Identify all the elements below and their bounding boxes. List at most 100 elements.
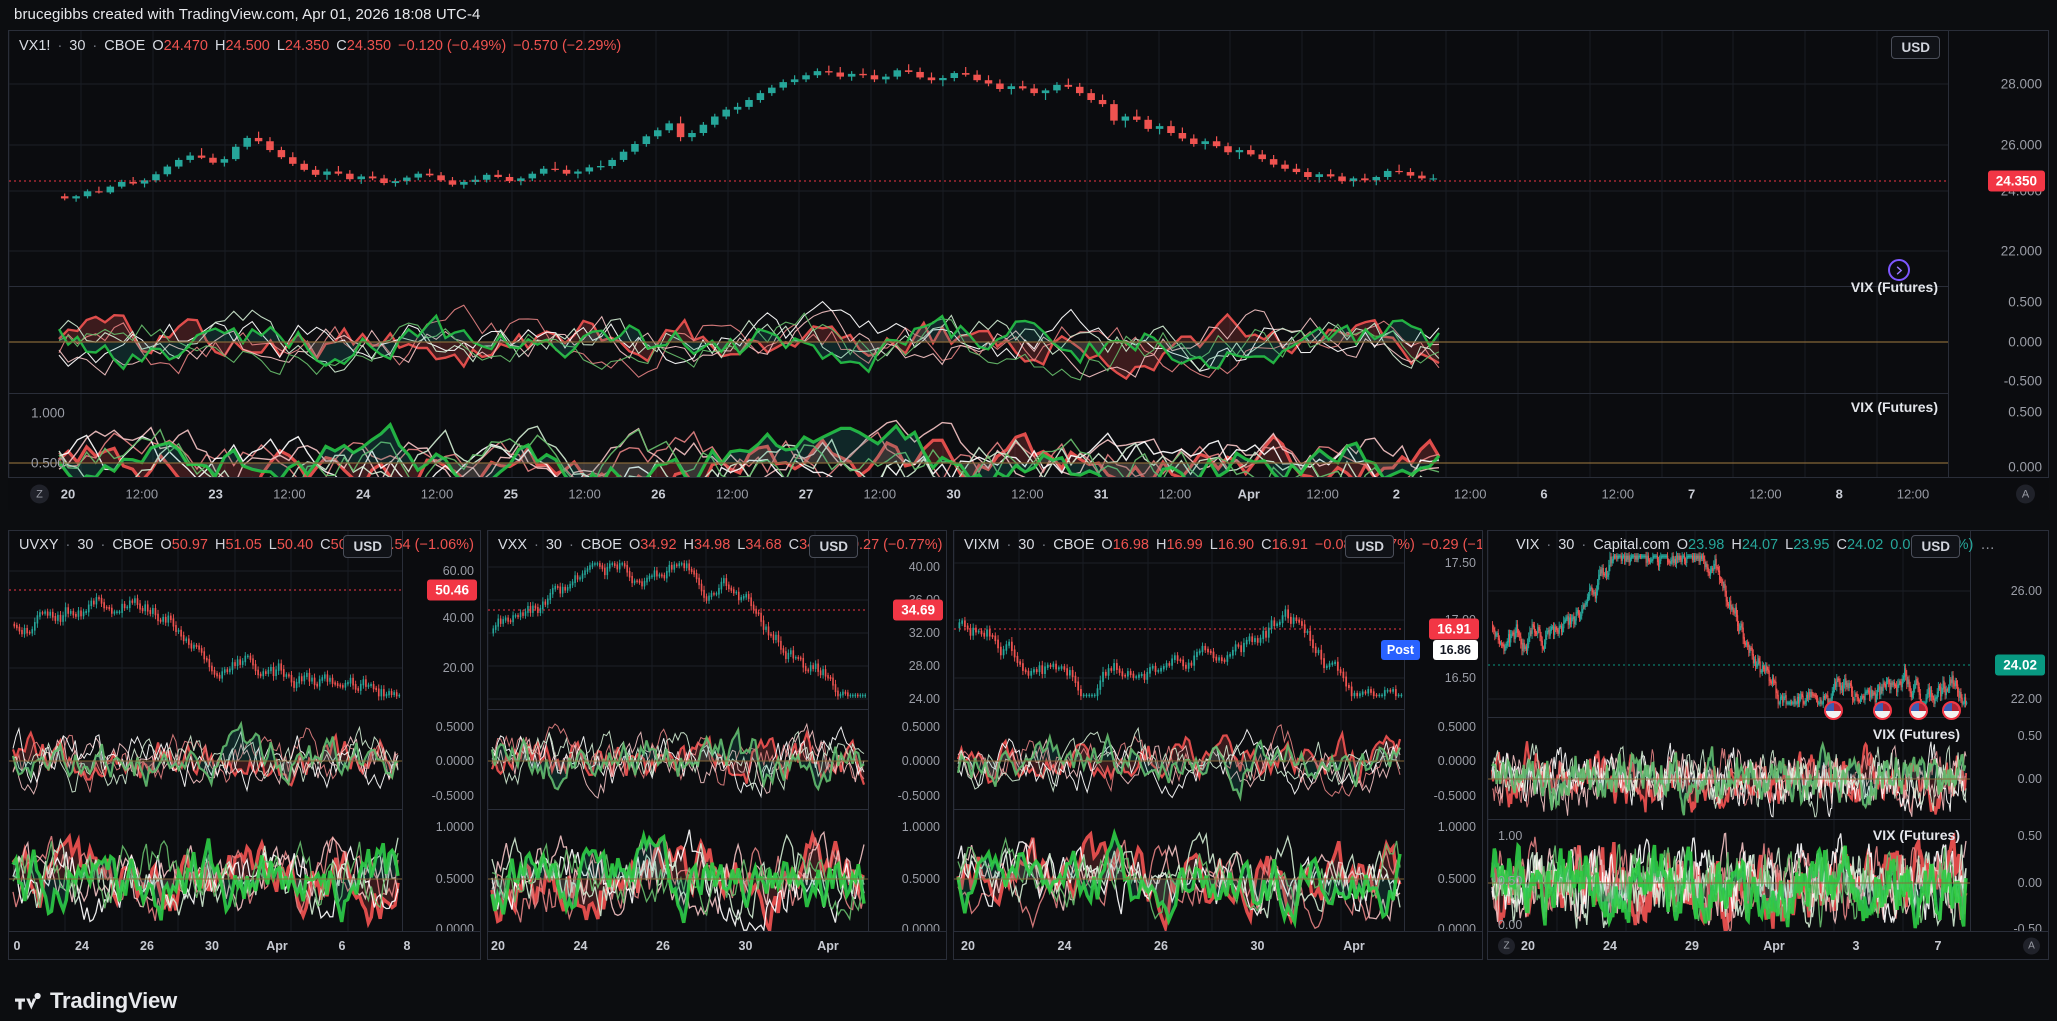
auto-scale-button[interactable]: A xyxy=(2016,484,2035,504)
tradingview-logo-icon[interactable] xyxy=(14,988,41,1015)
uvxy-exchange: CBOE xyxy=(112,537,154,553)
main-chart-legend[interactable]: VX1! · 30 · CBOE O24.470 H24.500 L24.350… xyxy=(9,35,621,57)
legend-exchange: CBOE xyxy=(104,38,146,54)
vxx-dot-1: · xyxy=(534,537,539,553)
vix-time-scale[interactable]: Z A 20 24 29 Apr 3 7 xyxy=(1488,931,2048,959)
vix-time-tick-0: 20 xyxy=(1521,938,1535,953)
uvxy-osc1-2: -0.5000 xyxy=(431,789,474,803)
main-time-tick-18: 2 xyxy=(1392,486,1401,502)
legend-change-2: −0.570 (−2.29%) xyxy=(513,38,622,54)
vix-pane-sep-2[interactable] xyxy=(1488,819,2048,820)
vxx-time-scale[interactable]: 20 24 26 30 Apr xyxy=(488,931,946,959)
vixm-price-scale[interactable]: 17.50 17.00 16.50 16.91 Post 16.86 0.500… xyxy=(1380,531,1482,959)
vix-auto-scale-button[interactable]: A xyxy=(2023,937,2040,954)
vixm-time-scale[interactable]: 20 24 26 30 Apr xyxy=(954,931,1482,959)
vixm-low: L16.90 xyxy=(1209,537,1255,553)
currency-badge-main[interactable]: USD xyxy=(1891,36,1940,59)
vixm-symbol[interactable]: VIXM xyxy=(964,537,1000,553)
vixm-post-label[interactable]: Post xyxy=(1380,640,1420,660)
vxx-tick-2: 32.00 xyxy=(908,626,940,640)
vixm-legend[interactable]: VIXM · 30 · CBOE O16.98 H16.99 L16.90 C1… xyxy=(954,534,1482,556)
vixm-last-price-badge[interactable]: 16.91 xyxy=(1429,618,1479,640)
uvxy-symbol[interactable]: UVXY xyxy=(19,537,59,553)
osc2l-tick-1: 0.500 xyxy=(31,455,65,471)
vixm-pane-sep-1[interactable] xyxy=(954,709,1482,710)
chevron-right-circle-icon[interactable] xyxy=(1888,259,1910,281)
us-flag-marker-icon-4[interactable] xyxy=(1942,701,1961,720)
currency-badge-vix[interactable]: USD xyxy=(1911,535,1960,558)
vix-pane-sep-1[interactable] xyxy=(1488,717,2048,718)
vixm-pane-sep-2[interactable] xyxy=(954,809,1482,810)
vxx-dot-2: · xyxy=(569,537,574,553)
vxx-time-tick-0: 20 xyxy=(491,938,505,953)
us-flag-marker-icon-1[interactable] xyxy=(1824,701,1843,720)
vix-last-price-badge[interactable]: 24.02 xyxy=(1995,654,2045,676)
vix-legend[interactable]: VIX · 30 · Capital.com O23.98 H24.07 L23… xyxy=(1506,534,1996,556)
uvxy-time-scale[interactable]: 0 24 26 30 Apr 6 8 xyxy=(9,931,480,959)
vixm-chart-canvas[interactable] xyxy=(954,531,1406,959)
vix-timezone-button[interactable]: Z xyxy=(1498,937,1515,954)
uvxy-tick-1: 40.00 xyxy=(442,611,474,625)
main-time-tick-24: 8 xyxy=(1835,486,1843,502)
currency-badge-uvxy[interactable]: USD xyxy=(343,535,392,558)
main-time-tick-9: 12:00 xyxy=(715,486,749,502)
vixm-osc1-1: 0.0000 xyxy=(1437,754,1476,768)
uvxy-interval[interactable]: 30 xyxy=(77,537,94,553)
sub-panel-uvxy[interactable]: UVXY · 30 · CBOE O50.97 H51.05 L50.40 C5… xyxy=(8,530,481,960)
main-chart-canvas[interactable] xyxy=(9,31,1949,509)
vix-more[interactable]: … xyxy=(1980,537,1996,553)
sub-panel-vixm[interactable]: VIXM · 30 · CBOE O16.98 H16.99 L16.90 C1… xyxy=(953,530,1483,960)
legend-symbol[interactable]: VX1! xyxy=(19,38,51,54)
vixm-high: H16.99 xyxy=(1155,537,1203,553)
vxx-last-price-badge[interactable]: 34.69 xyxy=(893,599,943,621)
vixm-time-tick-2: 26 xyxy=(1154,938,1168,953)
vxx-price-scale[interactable]: 40.00 36.00 32.00 28.00 24.00 34.69 0.50… xyxy=(868,531,946,959)
legend-interval[interactable]: 30 xyxy=(69,38,86,54)
pane-separator-2[interactable] xyxy=(9,393,2048,394)
main-time-tick-12: 30 xyxy=(946,486,961,502)
uvxy-last-price-badge[interactable]: 50.46 xyxy=(427,579,477,601)
vix-interval[interactable]: 30 xyxy=(1558,537,1575,553)
vxx-legend[interactable]: VXX · 30 · CBOE O34.92 H34.98 L34.68 C34… xyxy=(488,534,946,556)
uvxy-osc2-1: 0.5000 xyxy=(435,872,474,886)
uvxy-chart-canvas[interactable] xyxy=(9,531,404,959)
vixm-time-tick-4: Apr xyxy=(1343,938,1365,953)
vix-chart-canvas[interactable] xyxy=(1488,531,1972,959)
pane-separator-1[interactable] xyxy=(9,286,2048,287)
vxx-chart-canvas[interactable] xyxy=(488,531,870,959)
main-time-tick-21: 12:00 xyxy=(1601,486,1635,502)
main-time-tick-13: 12:00 xyxy=(1011,486,1044,502)
uvxy-time-tick-1: 24 xyxy=(75,938,89,953)
vixm-dot-2: · xyxy=(1041,537,1047,553)
uvxy-pane-sep-2[interactable] xyxy=(9,809,480,810)
main-chart-panel[interactable]: VX1! · 30 · CBOE O24.470 H24.500 L24.350… xyxy=(8,30,2049,510)
main-time-tick-14: 31 xyxy=(1093,486,1109,502)
vixm-open: O16.98 xyxy=(1101,537,1149,553)
main-price-scale[interactable]: 28.000 26.000 24.000 22.000 24.350 0.500… xyxy=(1948,31,2048,509)
vix-pane-label-2: VIX (Futures) xyxy=(1872,827,1960,843)
sub-panel-vxx[interactable]: VXX · 30 · CBOE O34.92 H34.98 L34.68 C34… xyxy=(487,530,947,960)
vxx-osc1-0: 0.5000 xyxy=(901,720,940,734)
pane-label-osc-2: VIX (Futures) xyxy=(1850,399,1938,415)
sub-panel-vix[interactable]: VIX · 30 · Capital.com O23.98 H24.07 L23… xyxy=(1487,530,2049,960)
currency-badge-vixm[interactable]: USD xyxy=(1345,535,1394,558)
uvxy-price-scale[interactable]: 60.00 40.00 20.00 50.46 0.5000 0.0000 -0… xyxy=(402,531,480,959)
us-flag-marker-icon-2[interactable] xyxy=(1873,701,1892,720)
uvxy-pane-sep-1[interactable] xyxy=(9,709,480,710)
vxx-symbol[interactable]: VXX xyxy=(498,537,528,553)
uvxy-legend[interactable]: UVXY · 30 · CBOE O50.97 H51.05 L50.40 C5… xyxy=(9,534,480,556)
vixm-interval[interactable]: 30 xyxy=(1018,537,1035,553)
vixm-post-value[interactable]: 16.86 xyxy=(1432,640,1478,660)
main-time-scale[interactable]: Z A 20 12:00 23 12:00 24 12:00 25 12:00 26 12:00 2… xyxy=(8,477,2049,510)
vxx-interval[interactable]: 30 xyxy=(545,537,562,553)
us-flag-marker-icon-3[interactable] xyxy=(1909,701,1928,720)
currency-badge-vxx[interactable]: USD xyxy=(809,535,858,558)
vix-symbol[interactable]: VIX xyxy=(1516,537,1540,553)
timezone-button[interactable]: Z xyxy=(30,484,49,504)
last-price-badge-main[interactable]: 24.350 xyxy=(1987,170,2045,192)
vxx-pane-sep-1[interactable] xyxy=(488,709,946,710)
uvxy-dot-2: · xyxy=(100,537,106,553)
vixm-time-tick-0: 20 xyxy=(961,938,975,953)
vxx-pane-sep-2[interactable] xyxy=(488,809,946,810)
vix-price-scale[interactable]: 26.00 22.00 24.02 0.50 0.00 0.50 0.00 -0… xyxy=(1970,531,2048,959)
